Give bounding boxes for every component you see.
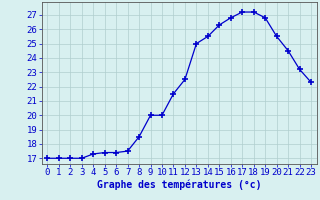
X-axis label: Graphe des températures (°c): Graphe des températures (°c) [97, 180, 261, 190]
